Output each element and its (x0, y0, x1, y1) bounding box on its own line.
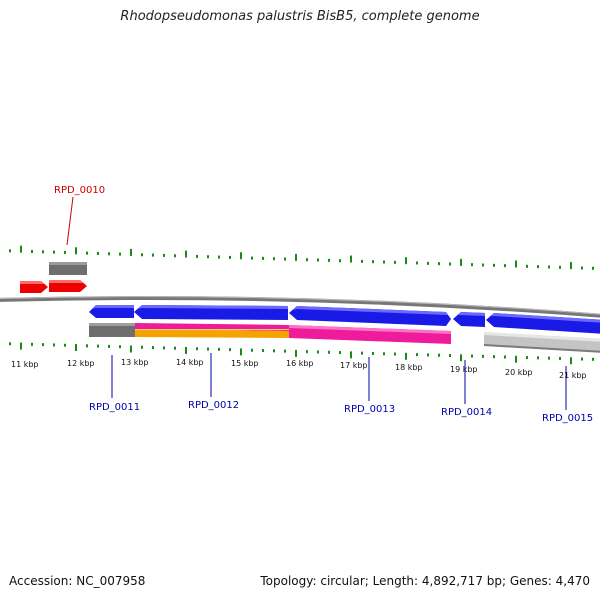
scale-label-12kbp: 12 kbp (67, 359, 95, 368)
bottom-tick-ruler (9, 342, 594, 365)
gene-label-rpd0014: RPD_0014 (441, 407, 492, 418)
genome-backbone (0, 296, 600, 318)
map-title: Rhodopseudomonas palustris BisB5, comple… (120, 9, 480, 24)
scale-label-15kbp: 15 kbp (231, 359, 259, 368)
gene-label-rpd0012: RPD_0012 (188, 400, 239, 411)
scale-label-20kbp: 20 kbp (505, 368, 533, 377)
scale-label-11kbp: 11 kbp (11, 360, 39, 369)
leader-line-rpd0010 (66, 196, 74, 246)
genome-summary-text: Topology: circular; Length: 4,892,717 bp… (260, 574, 590, 588)
scale-label-16kbp: 16 kbp (286, 359, 314, 368)
scale-label-19kbp: 19 kbp (450, 365, 478, 374)
orf-block-rpd0010 (49, 262, 87, 275)
scale-label-21kbp: 21 kbp (559, 371, 587, 380)
orf-block-rpd0011 (89, 323, 135, 337)
reverse-gene-arrow-rpd0011 (89, 305, 134, 318)
reverse-gene-arrow-rpd0012 (134, 305, 288, 320)
gene-label-rpd0015: RPD_0015 (542, 413, 593, 424)
top-tick-ruler (9, 245, 594, 270)
scale-label-14kbp: 14 kbp (176, 358, 204, 367)
scale-label-17kbp: 17 kbp (340, 361, 368, 370)
feature-rpd0012-orange (135, 329, 289, 338)
accession-text: Accession: NC_007958 (9, 574, 146, 588)
gene-label-rpd0013: RPD_0013 (344, 404, 395, 415)
feature-lightgray-block (484, 332, 600, 352)
gene-label-rpd0011: RPD_0011 (89, 402, 140, 413)
scale-label-13kbp: 13 kbp (121, 358, 149, 367)
reverse-gene-arrow-rpd0014 (453, 312, 485, 327)
gene-label-rpd0010: RPD_0010 (54, 185, 105, 196)
scale-label-18kbp: 18 kbp (395, 363, 423, 372)
